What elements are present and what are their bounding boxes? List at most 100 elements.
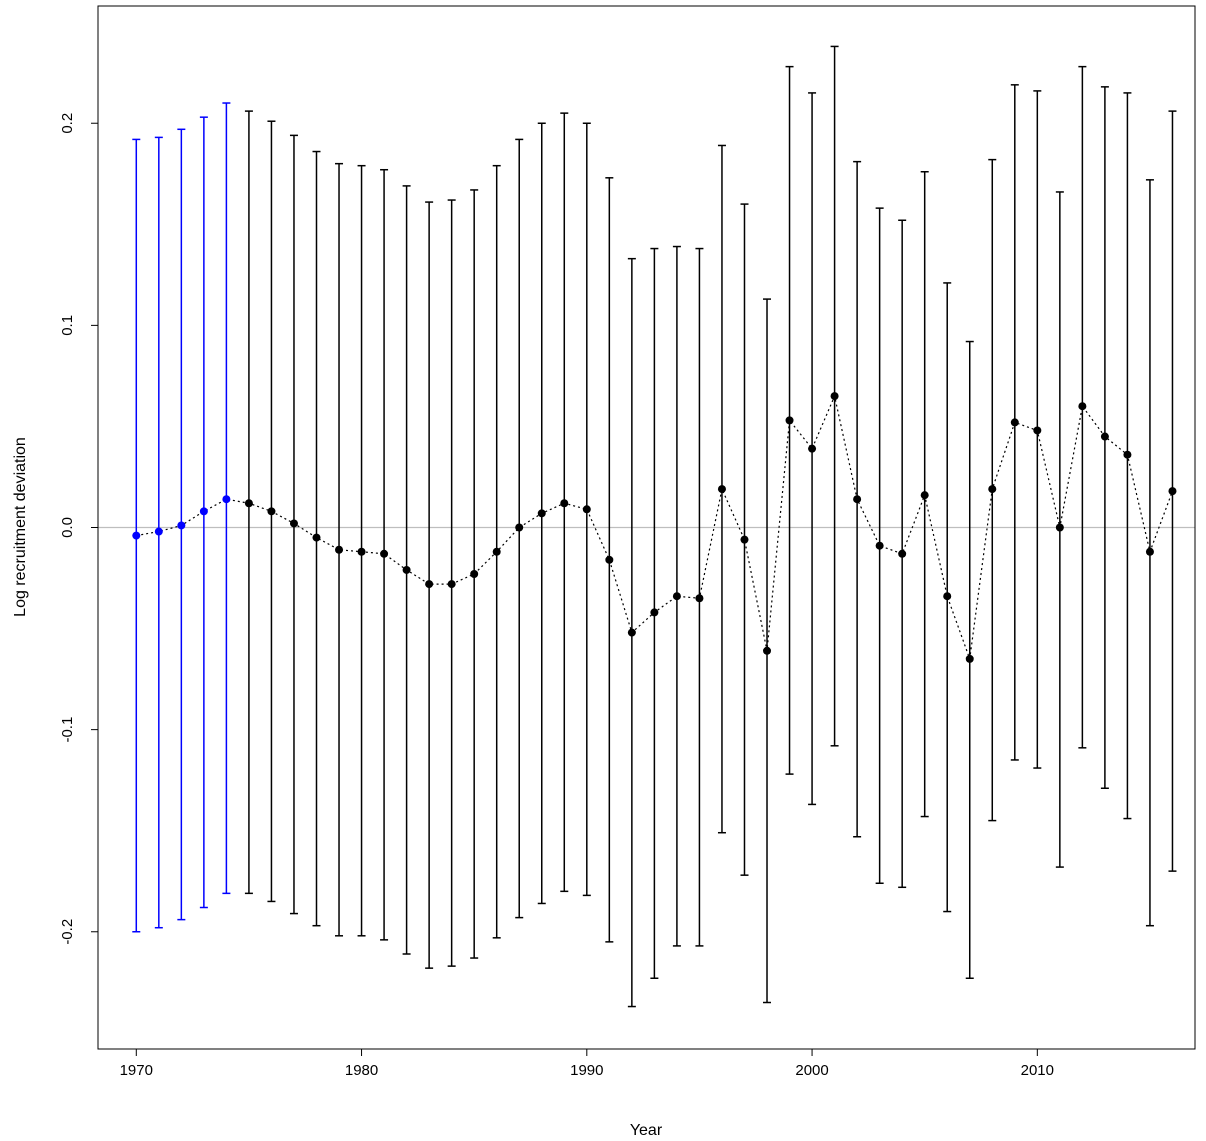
data-point-2015 xyxy=(1145,547,1154,556)
error-bar-1982 xyxy=(402,185,411,955)
data-point-1970 xyxy=(132,531,141,540)
y-tick-label-0: -0.2 xyxy=(59,919,76,945)
error-bar-2002 xyxy=(853,160,862,838)
error-bar-1997 xyxy=(740,203,749,876)
data-point-1986 xyxy=(492,547,501,556)
axes: 1970 1980 1990 2000 2010 -0.2 -0.1 0.0 0.1 0.2 xyxy=(59,113,1054,1079)
plot-area xyxy=(98,45,1195,1008)
data-point-1974 xyxy=(222,495,231,504)
data-point-1982 xyxy=(402,565,411,574)
data-point-2012 xyxy=(1078,402,1087,411)
error-bar-1976 xyxy=(267,120,276,903)
error-bar-1970 xyxy=(132,138,141,933)
error-bar-1990 xyxy=(582,122,591,897)
error-bar-1988 xyxy=(537,122,546,905)
data-point-1999 xyxy=(785,416,794,425)
error-bar-2001 xyxy=(830,45,839,747)
error-bar-1973 xyxy=(199,116,208,909)
error-bar-2006 xyxy=(943,282,952,913)
error-bar-1987 xyxy=(515,138,524,919)
y-tick-label-1: -0.1 xyxy=(59,717,76,743)
error-bar-1980 xyxy=(357,164,366,937)
error-bar-2014 xyxy=(1123,92,1132,820)
error-bar-2015 xyxy=(1145,179,1154,927)
error-bar-1998 xyxy=(763,298,772,1004)
error-bar-1995 xyxy=(695,247,704,947)
error-bar-2005 xyxy=(920,170,929,818)
error-bar-2012 xyxy=(1078,65,1087,749)
data-point-1984 xyxy=(447,580,456,589)
data-point-2010 xyxy=(1033,426,1042,435)
data-point-1983 xyxy=(425,580,434,589)
error-bar-2007 xyxy=(965,340,974,980)
data-point-1973 xyxy=(199,507,208,516)
data-point-1972 xyxy=(177,521,186,530)
error-bar-1979 xyxy=(335,162,344,937)
data-point-1975 xyxy=(244,499,253,508)
y-tick-label-2: 0.0 xyxy=(59,517,76,538)
error-bar-1993 xyxy=(650,247,659,980)
x-tick-label-1980: 1980 xyxy=(345,1062,378,1079)
data-point-1998 xyxy=(763,646,772,655)
data-point-1977 xyxy=(289,519,298,528)
error-bar-2000 xyxy=(808,92,817,806)
data-point-1976 xyxy=(267,507,276,516)
data-point-1990 xyxy=(582,505,591,514)
error-bar-2009 xyxy=(1010,84,1019,761)
data-point-1987 xyxy=(515,523,524,532)
data-point-1994 xyxy=(672,592,681,601)
data-point-2003 xyxy=(875,541,884,550)
data-point-1979 xyxy=(335,545,344,554)
x-axis-title: Year xyxy=(630,1122,663,1139)
data-point-1991 xyxy=(605,555,614,564)
data-point-1978 xyxy=(312,533,321,542)
error-bar-2008 xyxy=(988,158,997,822)
error-bar-2004 xyxy=(898,219,907,889)
error-bar-1999 xyxy=(785,65,794,775)
x-tick-label-2000: 2000 xyxy=(795,1062,828,1079)
data-point-2000 xyxy=(808,444,817,453)
error-bar-1994 xyxy=(672,245,681,947)
data-point-1989 xyxy=(560,499,569,508)
data-point-1992 xyxy=(627,628,636,637)
data-point-2006 xyxy=(943,592,952,601)
error-bar-1981 xyxy=(380,168,389,941)
x-tick-label-2010: 2010 xyxy=(1021,1062,1054,1079)
y-tick-label-3: 0.1 xyxy=(59,315,76,336)
error-bar-2010 xyxy=(1033,90,1042,769)
error-bar-1977 xyxy=(289,134,298,915)
data-point-1997 xyxy=(740,535,749,544)
error-bar-2003 xyxy=(875,207,884,885)
error-bar-1996 xyxy=(717,144,726,834)
error-bar-1984 xyxy=(447,199,456,967)
error-bar-1991 xyxy=(605,177,614,943)
data-point-1981 xyxy=(380,549,389,558)
error-bar-1974 xyxy=(222,102,231,895)
data-point-2007 xyxy=(965,654,974,663)
data-point-2002 xyxy=(853,495,862,504)
data-point-2011 xyxy=(1055,523,1064,532)
x-tick-label-1990: 1990 xyxy=(570,1062,603,1079)
error-bar-1986 xyxy=(492,164,501,939)
data-point-1988 xyxy=(537,509,546,518)
data-point-1996 xyxy=(717,485,726,494)
data-point-2005 xyxy=(920,491,929,500)
error-bar-1989 xyxy=(560,112,569,893)
data-point-2008 xyxy=(988,485,997,494)
data-point-2013 xyxy=(1100,432,1109,441)
data-point-2016 xyxy=(1168,487,1177,496)
data-point-1971 xyxy=(154,527,163,536)
error-bar-1975 xyxy=(244,110,253,895)
data-point-2004 xyxy=(898,549,907,558)
data-point-2009 xyxy=(1010,418,1019,427)
error-bar-1972 xyxy=(177,128,186,921)
data-point-2001 xyxy=(830,392,839,401)
error-bar-1985 xyxy=(470,189,479,959)
data-point-1995 xyxy=(695,594,704,603)
data-point-1985 xyxy=(470,569,479,578)
error-bar-1978 xyxy=(312,150,321,927)
y-axis-title: Log recruitment deviation xyxy=(12,437,29,617)
x-tick-label-1970: 1970 xyxy=(120,1062,153,1079)
error-bar-2011 xyxy=(1055,191,1064,868)
